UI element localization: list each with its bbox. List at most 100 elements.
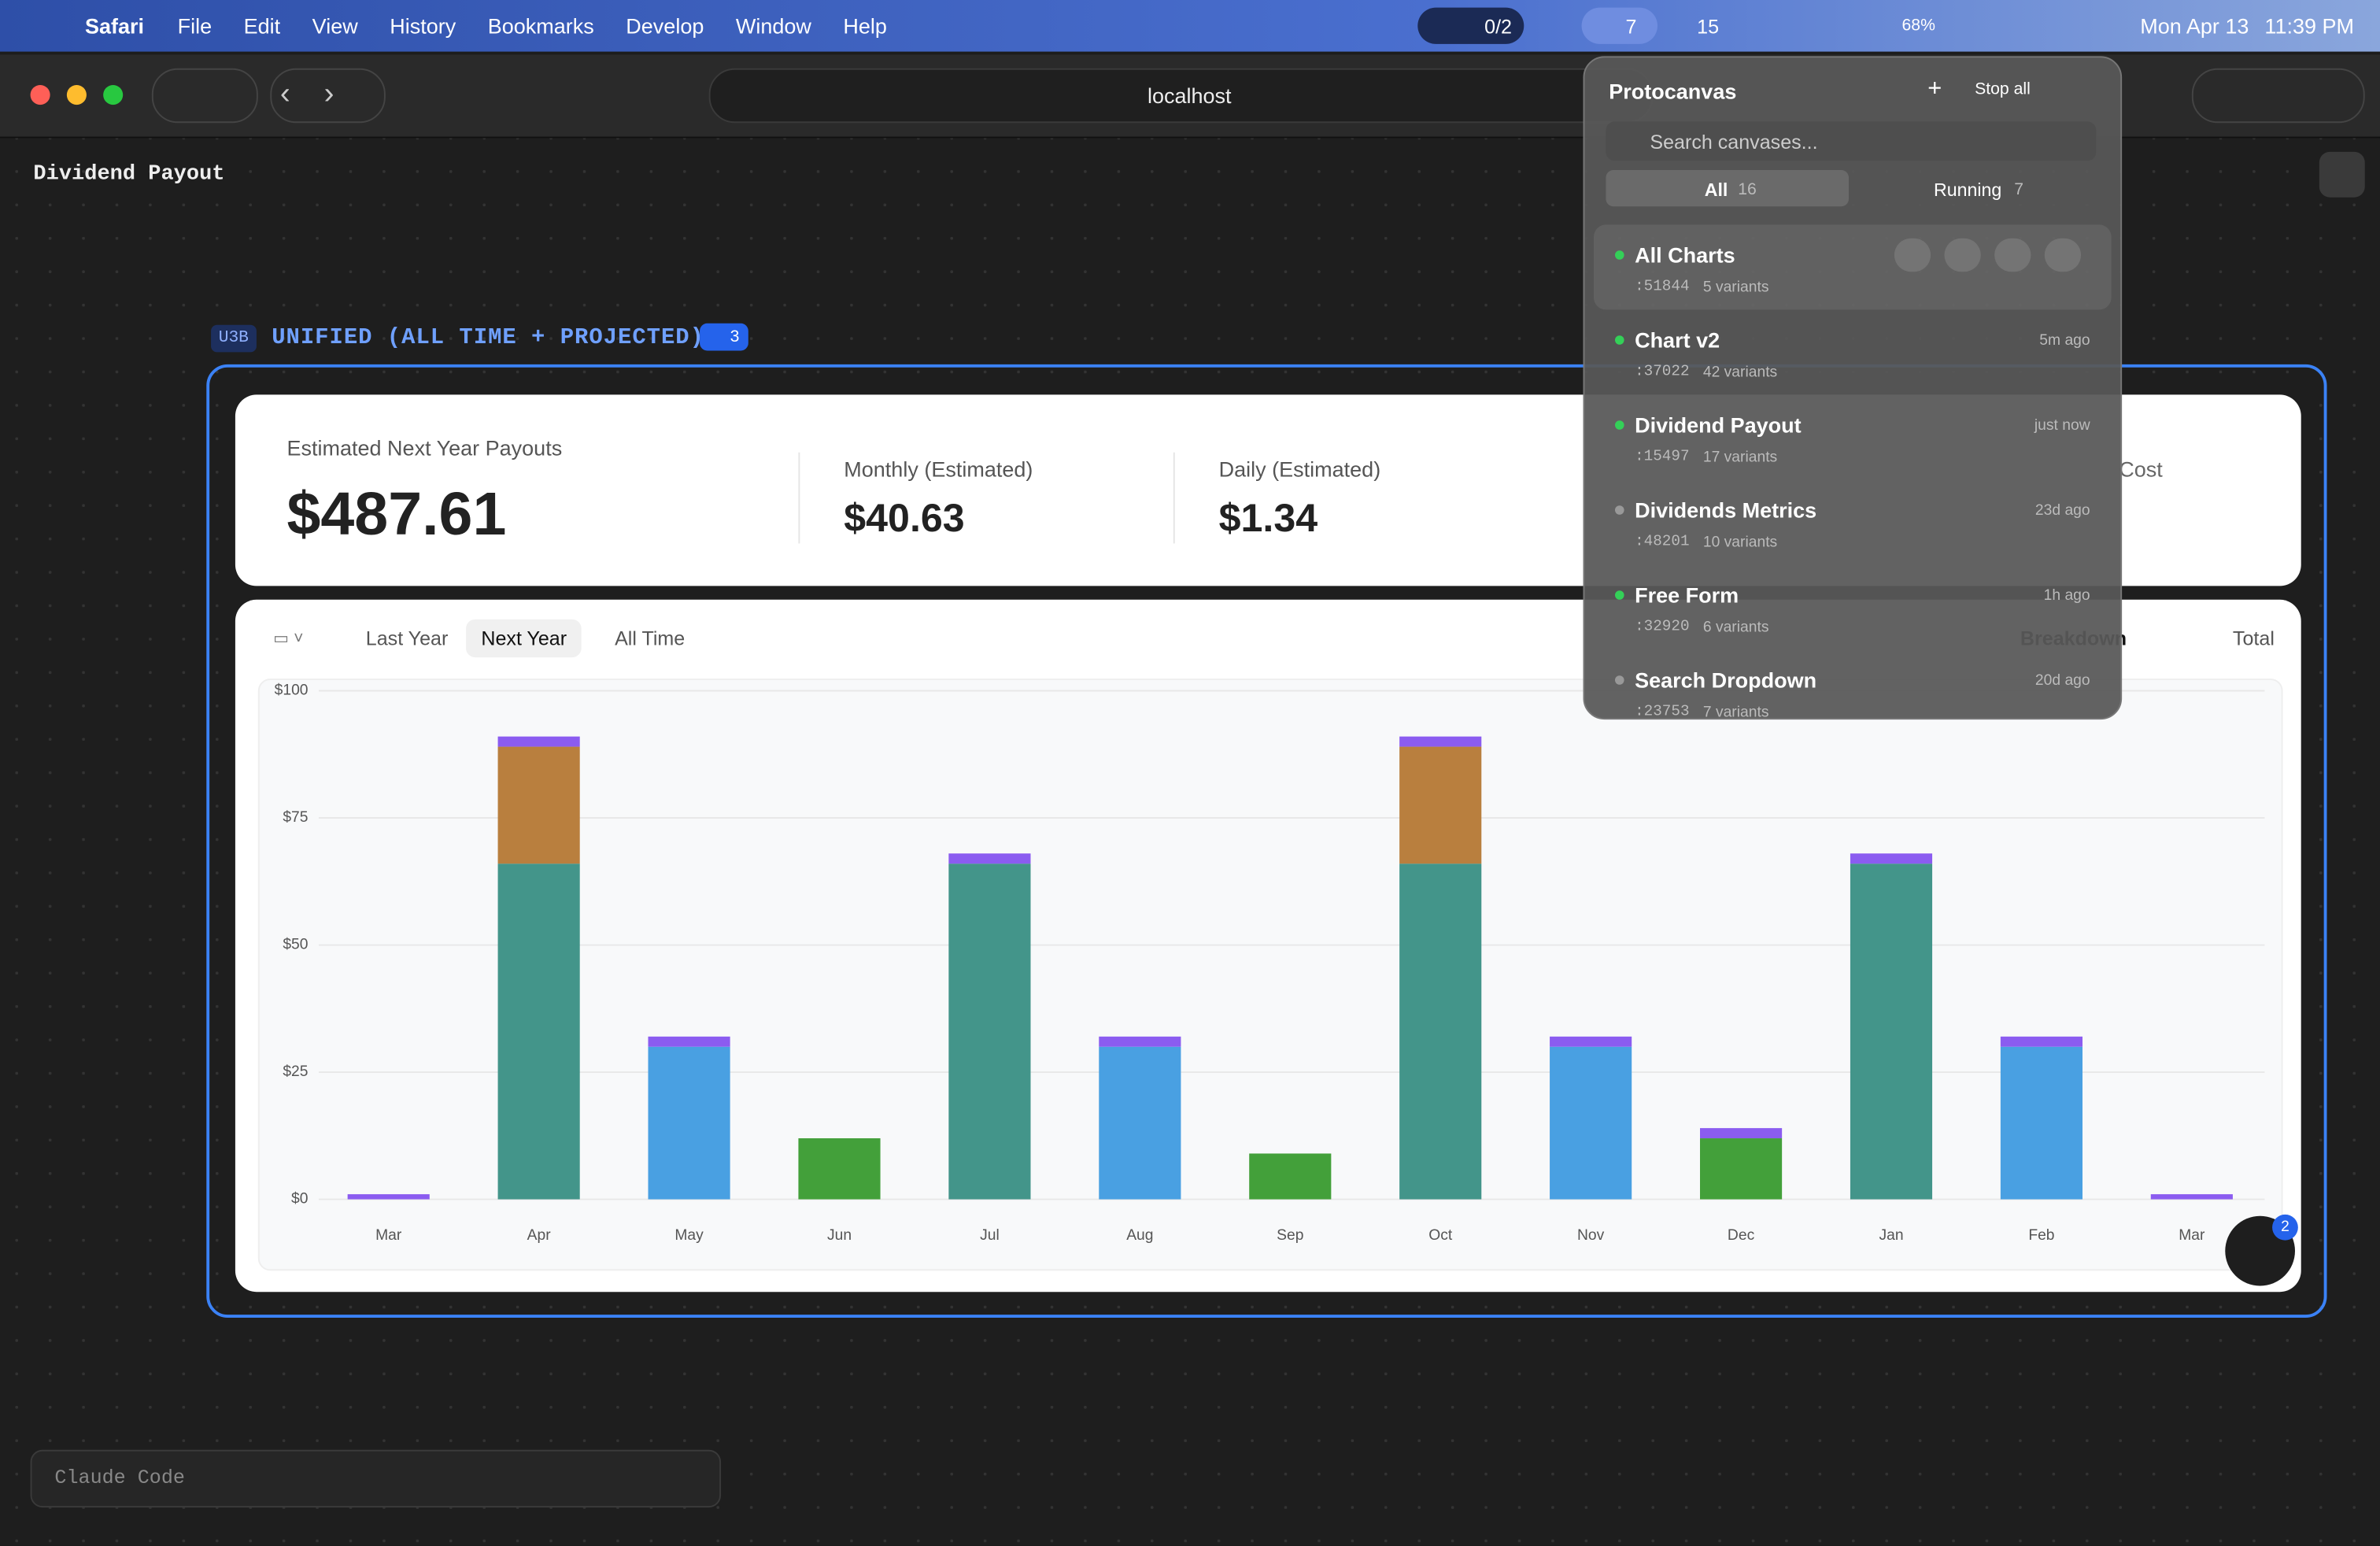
view-tab[interactable]: Total [2232, 627, 2275, 650]
canvas-time: 5m ago [2039, 332, 2090, 350]
tasks: 0/2 [1484, 15, 1513, 39]
menu-item[interactable]: Edit [243, 13, 281, 39]
popup-tab[interactable]: All [1704, 179, 1728, 201]
stat-label: Daily (Estimated) [1218, 457, 1381, 482]
menu-item[interactable]: View [312, 13, 358, 39]
canvas-time: 20d ago [2034, 672, 2090, 690]
menu-item[interactable]: Help [843, 13, 887, 39]
canvas-port: :37022 [1635, 364, 1690, 382]
popup-tab-count: 7 [2014, 180, 2024, 199]
stat-label: Estimated Next Year Payouts [286, 435, 563, 460]
canvas-variants: 17 variants [1702, 449, 1778, 467]
range-tab[interactable]: Last Year [365, 627, 449, 650]
menu-item[interactable]: Window [735, 13, 811, 39]
bar-segment [648, 1036, 730, 1047]
stop-all[interactable]: Stop all [1975, 80, 2031, 99]
x-tick-label: Apr [527, 1227, 552, 1244]
canvas-name: Free Form [1635, 583, 1739, 608]
add-button[interactable]: + [1927, 76, 1942, 102]
canvas-port: :51844 [1635, 279, 1690, 297]
bar-segment [1699, 1128, 1783, 1139]
task-pill[interactable] [1417, 7, 1524, 44]
x-tick-label: May [674, 1227, 704, 1244]
canvas-item[interactable]: Dividends Metrics:48201 10 variants 23d ag… [1594, 479, 2112, 564]
comment-count[interactable]: 3 [700, 323, 749, 351]
x-tick-label: Sep [1277, 1227, 1303, 1244]
bar-segment [497, 736, 580, 747]
canvas-port: :48201 [1635, 534, 1690, 552]
canvas-variants: 6 variants [1702, 619, 1769, 637]
status-dot [1614, 250, 1624, 260]
canvas-name: Chart v2 [1635, 327, 1720, 353]
canvas-action[interactable] [1944, 238, 1981, 272]
popup-tab[interactable]: Running [1933, 179, 2002, 201]
canvas-variants: 42 variants [1702, 364, 1778, 382]
popup-tab-count: 16 [1738, 180, 1757, 199]
date-picker[interactable]: ▭ ˅ [273, 630, 304, 649]
canvas-item[interactable]: All Charts:51844 5 variants [1593, 224, 2112, 310]
address-bar[interactable] [708, 68, 1654, 124]
status-dot [1614, 420, 1624, 430]
app-name[interactable]: Safari [84, 13, 145, 39]
sidebar-button[interactable] [151, 68, 258, 124]
date: Mon Apr 13 [2140, 13, 2249, 39]
canvas-name: All Charts [1635, 242, 1735, 268]
x-tick-label: Jun [827, 1227, 852, 1244]
stat-value: $40.63 [844, 494, 965, 541]
canvas-item[interactable]: Free Form:32920 6 variants 1h ago [1594, 564, 2112, 649]
x-tick-label: Nov [1577, 1227, 1605, 1244]
bar-segment [948, 853, 1031, 864]
bar-segment [1099, 1036, 1181, 1047]
bar-segment [497, 864, 580, 1200]
menu-item[interactable]: File [177, 13, 213, 39]
bar-segment [948, 864, 1031, 1200]
canvas-name: Dividend Payout [1635, 412, 1802, 438]
agent-pill[interactable] [1581, 7, 1658, 44]
stat-label: Monthly (Estimated) [844, 457, 1033, 482]
panel-toggle[interactable] [2319, 151, 2365, 198]
bar-segment [1699, 1138, 1783, 1200]
hidden-stat: Cost [2119, 457, 2163, 482]
canvas-action[interactable] [1894, 238, 1931, 272]
status-dot [1614, 335, 1624, 345]
bar-segment [1399, 864, 1482, 1200]
prompt-box[interactable] [30, 1449, 722, 1508]
range-tab[interactable]: All Time [615, 627, 686, 650]
close[interactable] [30, 84, 50, 105]
canvas-action[interactable] [2044, 238, 2082, 272]
menu-item[interactable]: Bookmarks [487, 13, 594, 39]
canvas-variants: 7 variants [1702, 704, 1769, 720]
canvas-item[interactable]: Dividend Payout:15497 17 variants just now [1594, 394, 2112, 479]
canvas-time: 1h ago [2043, 587, 2090, 605]
bar-segment [1550, 1046, 1632, 1200]
status-dot [1614, 590, 1624, 600]
popup-title: Protocanvas [1609, 79, 1737, 104]
canvas-item[interactable]: Chart v2 :37022 42 variants 5m ago [1594, 309, 2112, 394]
canvas-time: just now [2034, 417, 2090, 435]
toolbar-actions[interactable] [2191, 68, 2365, 124]
search-box[interactable] [1606, 121, 2097, 161]
canvas-action[interactable] [1994, 238, 2031, 272]
bar-segment [497, 746, 580, 864]
canvas-name: Dividends Metrics [1635, 497, 1817, 523]
canvas-item[interactable]: Search Dropdown:23753 7 variants 20d ago [1594, 649, 2112, 720]
menu-item[interactable]: History [390, 13, 456, 39]
status-dot [1614, 675, 1624, 685]
canvas-variants: 10 variants [1702, 534, 1778, 552]
stat-value: $1.34 [1218, 494, 1318, 541]
nav-buttons[interactable]: ‹ › [270, 68, 386, 124]
bar-segment [2000, 1036, 2082, 1047]
x-tick-label: Aug [1126, 1227, 1153, 1244]
chart: $0 $25 $50 $75 $100 Mar Apr May Jun Jul Aug Sep Oct N… [275, 682, 2265, 1244]
battery: 68% [1901, 17, 1935, 35]
menu-item[interactable]: Develop [626, 13, 704, 39]
tab-active[interactable] [1606, 169, 1849, 207]
x-tick-label: Mar [2179, 1227, 2205, 1244]
bar-segment [1399, 736, 1482, 747]
search-placeholder: Search canvases... [1650, 130, 1818, 153]
minimize[interactable] [66, 84, 87, 105]
range-tab[interactable]: Next Year [466, 619, 582, 658]
zoom[interactable] [103, 84, 124, 105]
